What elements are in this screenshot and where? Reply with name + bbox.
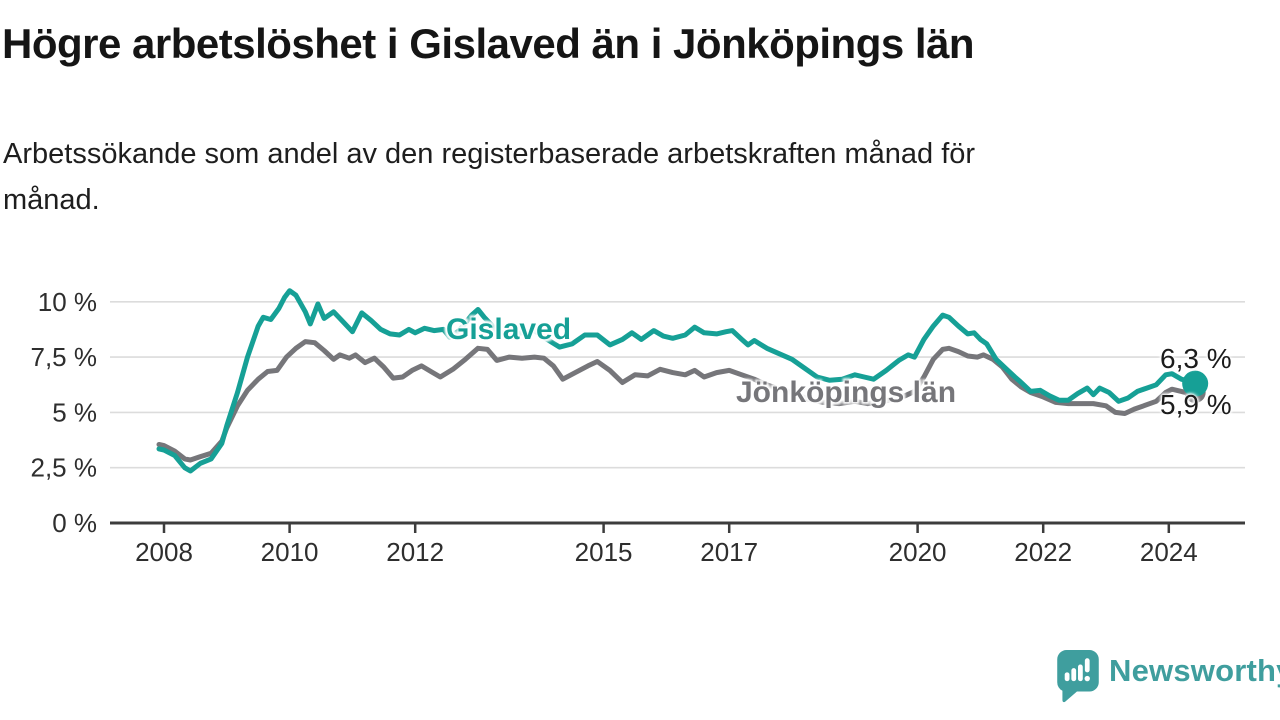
newsworthy-speech-bubble-icon [1057,650,1099,703]
end-point-dots [1182,370,1209,403]
y-axis-labels: 0 % 2,5 % 5 % 7,5 % 10 % [31,287,98,538]
newsworthy-logo-text: Newsworthy [1109,653,1280,688]
x-tick-label: 2017 [700,537,758,567]
x-axis-labels: 2008 2010 2012 2015 2017 2020 2022 2024 [135,537,1198,567]
x-tick-label: 2008 [135,537,193,567]
subtitle-line-1: Arbetssökande som andel av den registerb… [3,138,976,170]
y-tick-label: 10 % [38,287,97,317]
logo-bar-chart-glyph [1064,658,1090,682]
y-tick-label: 0 % [52,508,97,538]
y-tick-label: 5 % [52,397,97,427]
x-tick-label: 2020 [889,537,947,567]
end-value-label-gislaved: 6,3 % [1160,343,1232,374]
x-tick-label: 2010 [261,537,319,567]
gridlines [110,300,1245,469]
x-axis [110,521,1245,533]
x-tick-label: 2024 [1140,537,1198,567]
series-label-gislaved: Gislaved [446,313,572,346]
x-tick-label: 2022 [1014,537,1072,567]
line-gislaved [156,288,1198,474]
y-tick-label: 7,5 % [31,342,98,372]
y-tick-label: 2,5 % [31,453,98,483]
page-title: Högre arbetslöshet i Gislaved än i Jönkö… [2,20,975,67]
x-tick-label: 2015 [575,537,633,567]
subtitle-line-2: månad. [3,184,100,216]
x-tick-label: 2012 [386,537,444,567]
series-label-jonkopings-lan: Jönköpings län [736,376,957,409]
end-dot-gislaved [1182,370,1209,397]
chart-subtitle: Arbetssökande som andel av den registerb… [3,131,1193,223]
line-jonkopings-lan [156,339,1198,463]
end-value-label-jonkopings-lan: 5,9 % [1160,389,1232,420]
newsworthy-logo: Newsworthy [1057,650,1280,704]
data-series [156,288,1198,474]
